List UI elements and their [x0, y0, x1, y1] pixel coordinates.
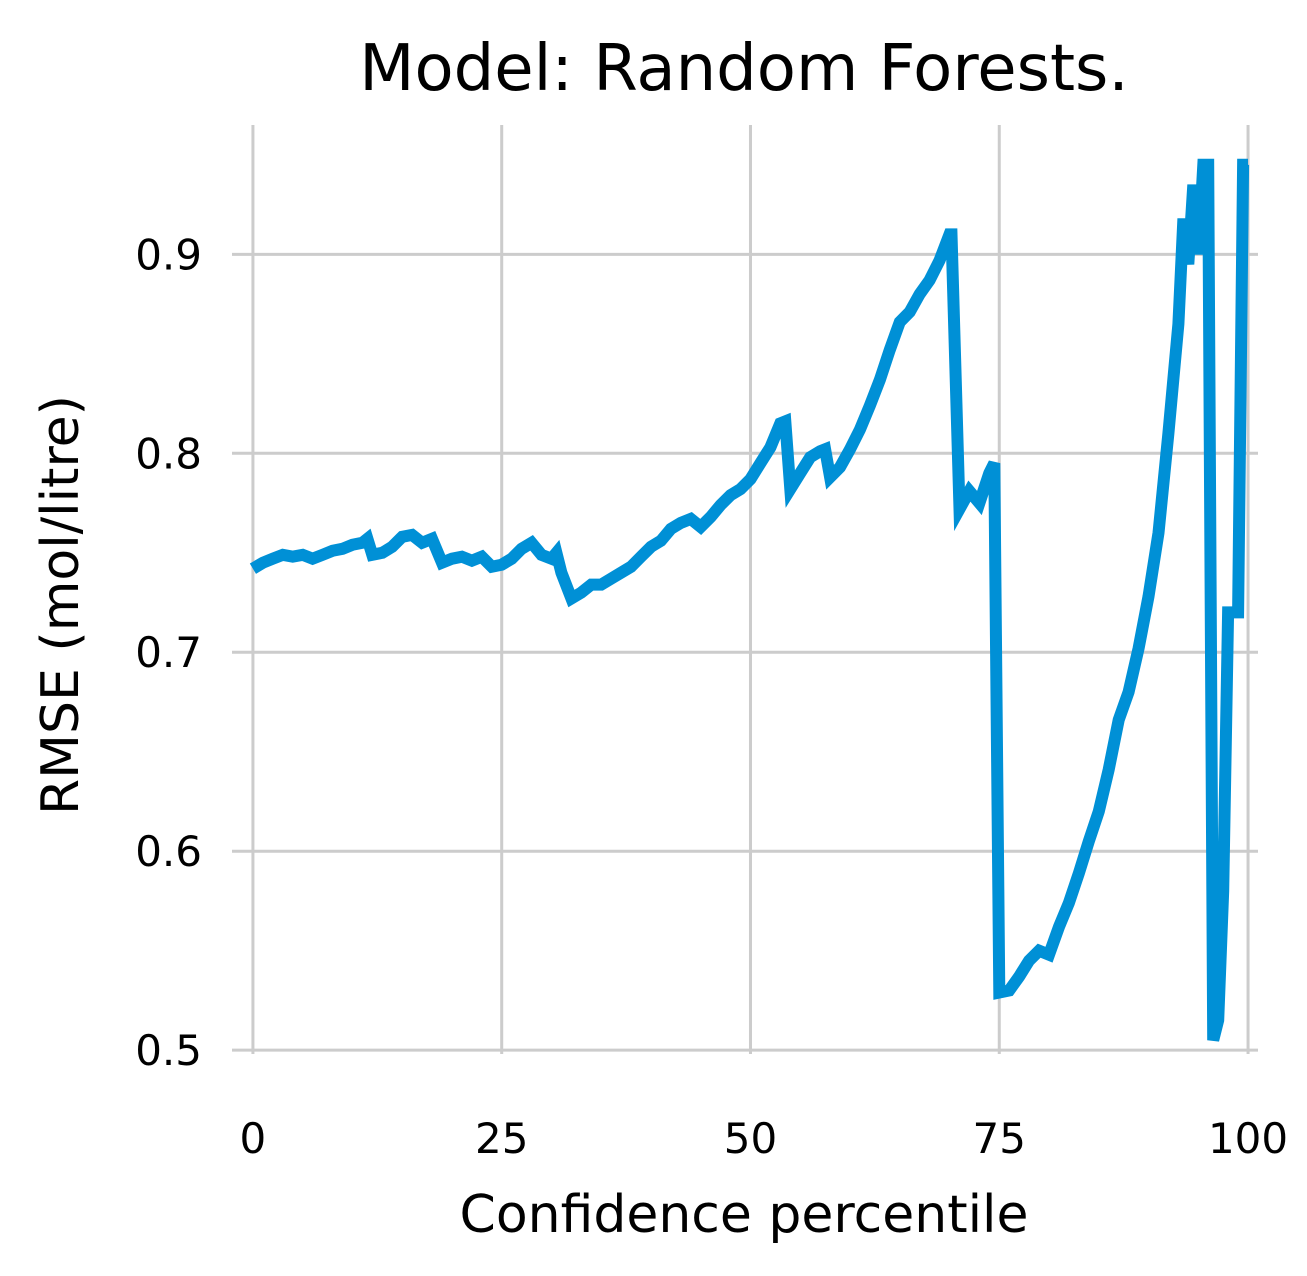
series-group	[249, 158, 1250, 1042]
grid-lines	[232, 125, 1258, 1054]
x-tick-label: 75	[973, 1114, 1026, 1163]
tick-labels: 0 25 50 75 100 0.5 0.6 0.7 0.8 0.9	[135, 230, 1288, 1163]
chart-title: Model: Random Forests.	[359, 32, 1128, 106]
y-tick-label: 0.9	[135, 230, 202, 279]
x-tick-label: 100	[1208, 1114, 1288, 1163]
x-tick-label: 0	[240, 1114, 267, 1163]
y-tick-label: 0.8	[135, 429, 202, 478]
y-tick-label: 0.5	[135, 1026, 202, 1075]
x-axis-label: Confidence percentile	[460, 1185, 1029, 1245]
y-tick-label: 0.6	[135, 827, 202, 876]
y-axis-label: RMSE (mol/litre)	[31, 395, 91, 815]
y-tick-label: 0.7	[135, 628, 202, 677]
rmse-series-line	[249, 158, 1250, 1042]
x-tick-label: 25	[475, 1114, 528, 1163]
x-tick-label: 50	[724, 1114, 777, 1163]
